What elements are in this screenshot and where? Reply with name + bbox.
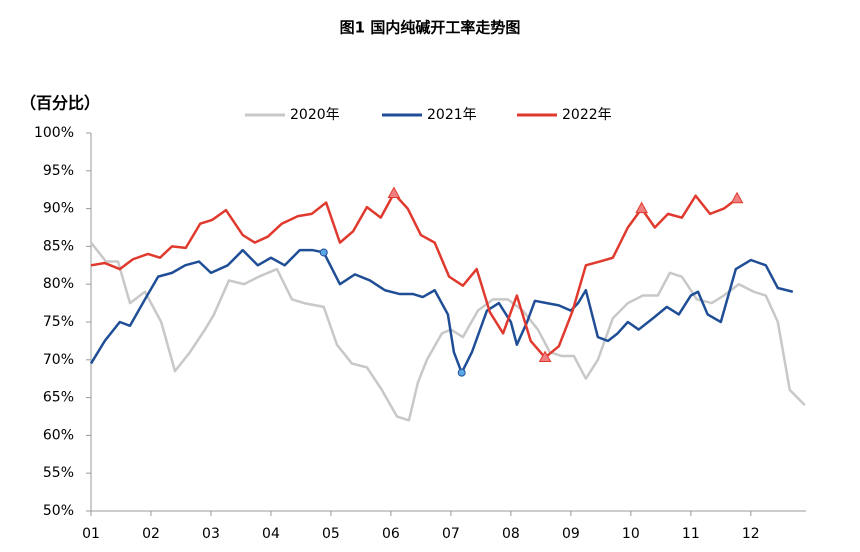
x-tick-label: 10 — [622, 526, 640, 542]
legend-label: 2022年 — [562, 107, 612, 123]
y-tick-label: 70% — [43, 352, 74, 368]
x-tick-label: 03 — [202, 526, 220, 542]
x-tick-label: 11 — [682, 526, 700, 542]
x-tick-label: 01 — [82, 526, 100, 542]
y-tick-label: 90% — [43, 201, 74, 217]
y-tick-label: 85% — [43, 238, 74, 254]
chart-title: 图1 国内纯碱开工率走势图 — [340, 19, 521, 37]
legend-label: 2021年 — [427, 107, 477, 123]
x-tick-label: 12 — [742, 526, 760, 542]
series-line — [89, 248, 794, 374]
y-tick-label: 80% — [43, 276, 74, 292]
marker — [635, 201, 648, 214]
y-tick-label: 50% — [43, 503, 74, 519]
marker — [538, 350, 552, 363]
x-tick-label: 07 — [442, 526, 460, 542]
marker — [457, 368, 466, 377]
x-tick-label: 09 — [562, 526, 580, 542]
y-tick-label: 60% — [43, 427, 74, 443]
x-tick-label: 02 — [142, 526, 160, 542]
y-tick-label: 65% — [43, 390, 74, 406]
y-tick-label: 95% — [43, 163, 74, 179]
y-tick-label: 55% — [43, 465, 74, 481]
marker — [730, 191, 744, 204]
series-line — [90, 241, 806, 422]
y-tick-label: 75% — [43, 314, 74, 330]
x-tick-label: 06 — [382, 526, 400, 542]
x-tick-label: 05 — [322, 526, 340, 542]
y-axis-label: （百分比） — [20, 94, 100, 113]
series-line — [90, 192, 738, 359]
x-tick-label: 08 — [502, 526, 520, 542]
marker — [319, 248, 328, 257]
y-tick-label: 100% — [34, 125, 74, 141]
x-tick-label: 04 — [262, 526, 280, 542]
legend-label: 2020年 — [290, 107, 340, 123]
marker — [387, 186, 401, 198]
